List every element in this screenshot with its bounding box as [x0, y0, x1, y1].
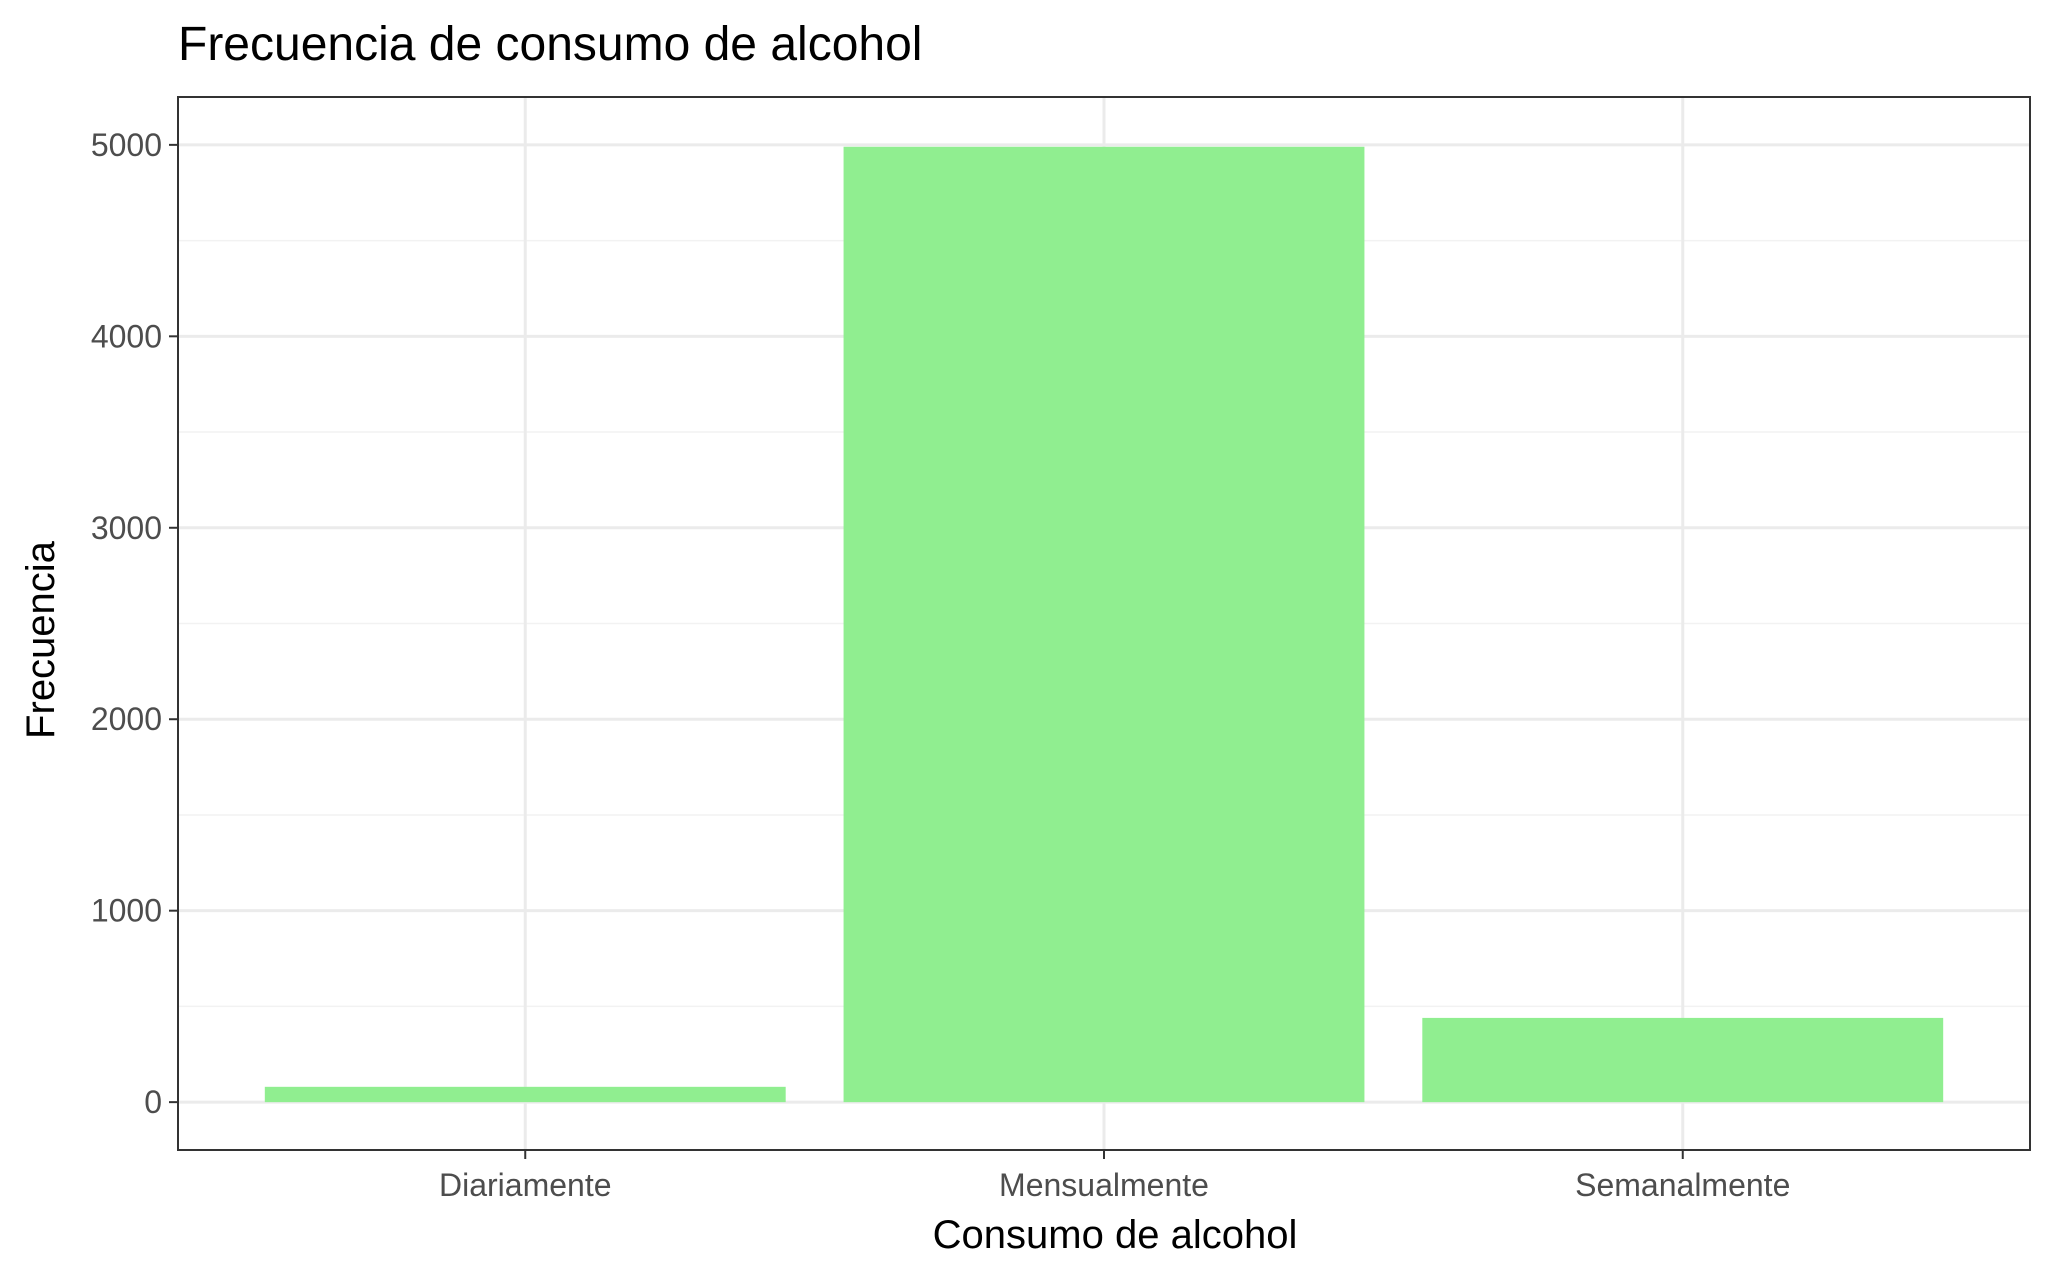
y-axis-title: Frecuencia — [19, 540, 63, 739]
bar-mensualmente — [843, 146, 1365, 1103]
bars — [264, 146, 1944, 1103]
y-tick-label: 5000 — [91, 127, 162, 163]
y-tick-label: 0 — [144, 1084, 162, 1120]
y-tick-label: 4000 — [91, 318, 162, 354]
y-tick-label: 2000 — [91, 701, 162, 737]
bar-diariamente — [264, 1086, 786, 1103]
x-tick-label: Diariamente — [439, 1167, 612, 1203]
x-axis-ticks: Diariamente Mensualmente Semanalmente — [439, 1150, 1790, 1203]
x-tick-label: Mensualmente — [999, 1167, 1209, 1203]
x-tick-label: Semanalmente — [1575, 1167, 1790, 1203]
y-tick-label: 1000 — [91, 893, 162, 929]
y-axis-ticks: 0 1000 2000 3000 4000 5000 — [91, 127, 178, 1120]
x-axis-title: Consumo de alcohol — [933, 1213, 1298, 1257]
bar-semanalmente — [1422, 1017, 1944, 1103]
y-tick-label: 3000 — [91, 510, 162, 546]
chart-title: Frecuencia de consumo de alcohol — [178, 18, 922, 71]
